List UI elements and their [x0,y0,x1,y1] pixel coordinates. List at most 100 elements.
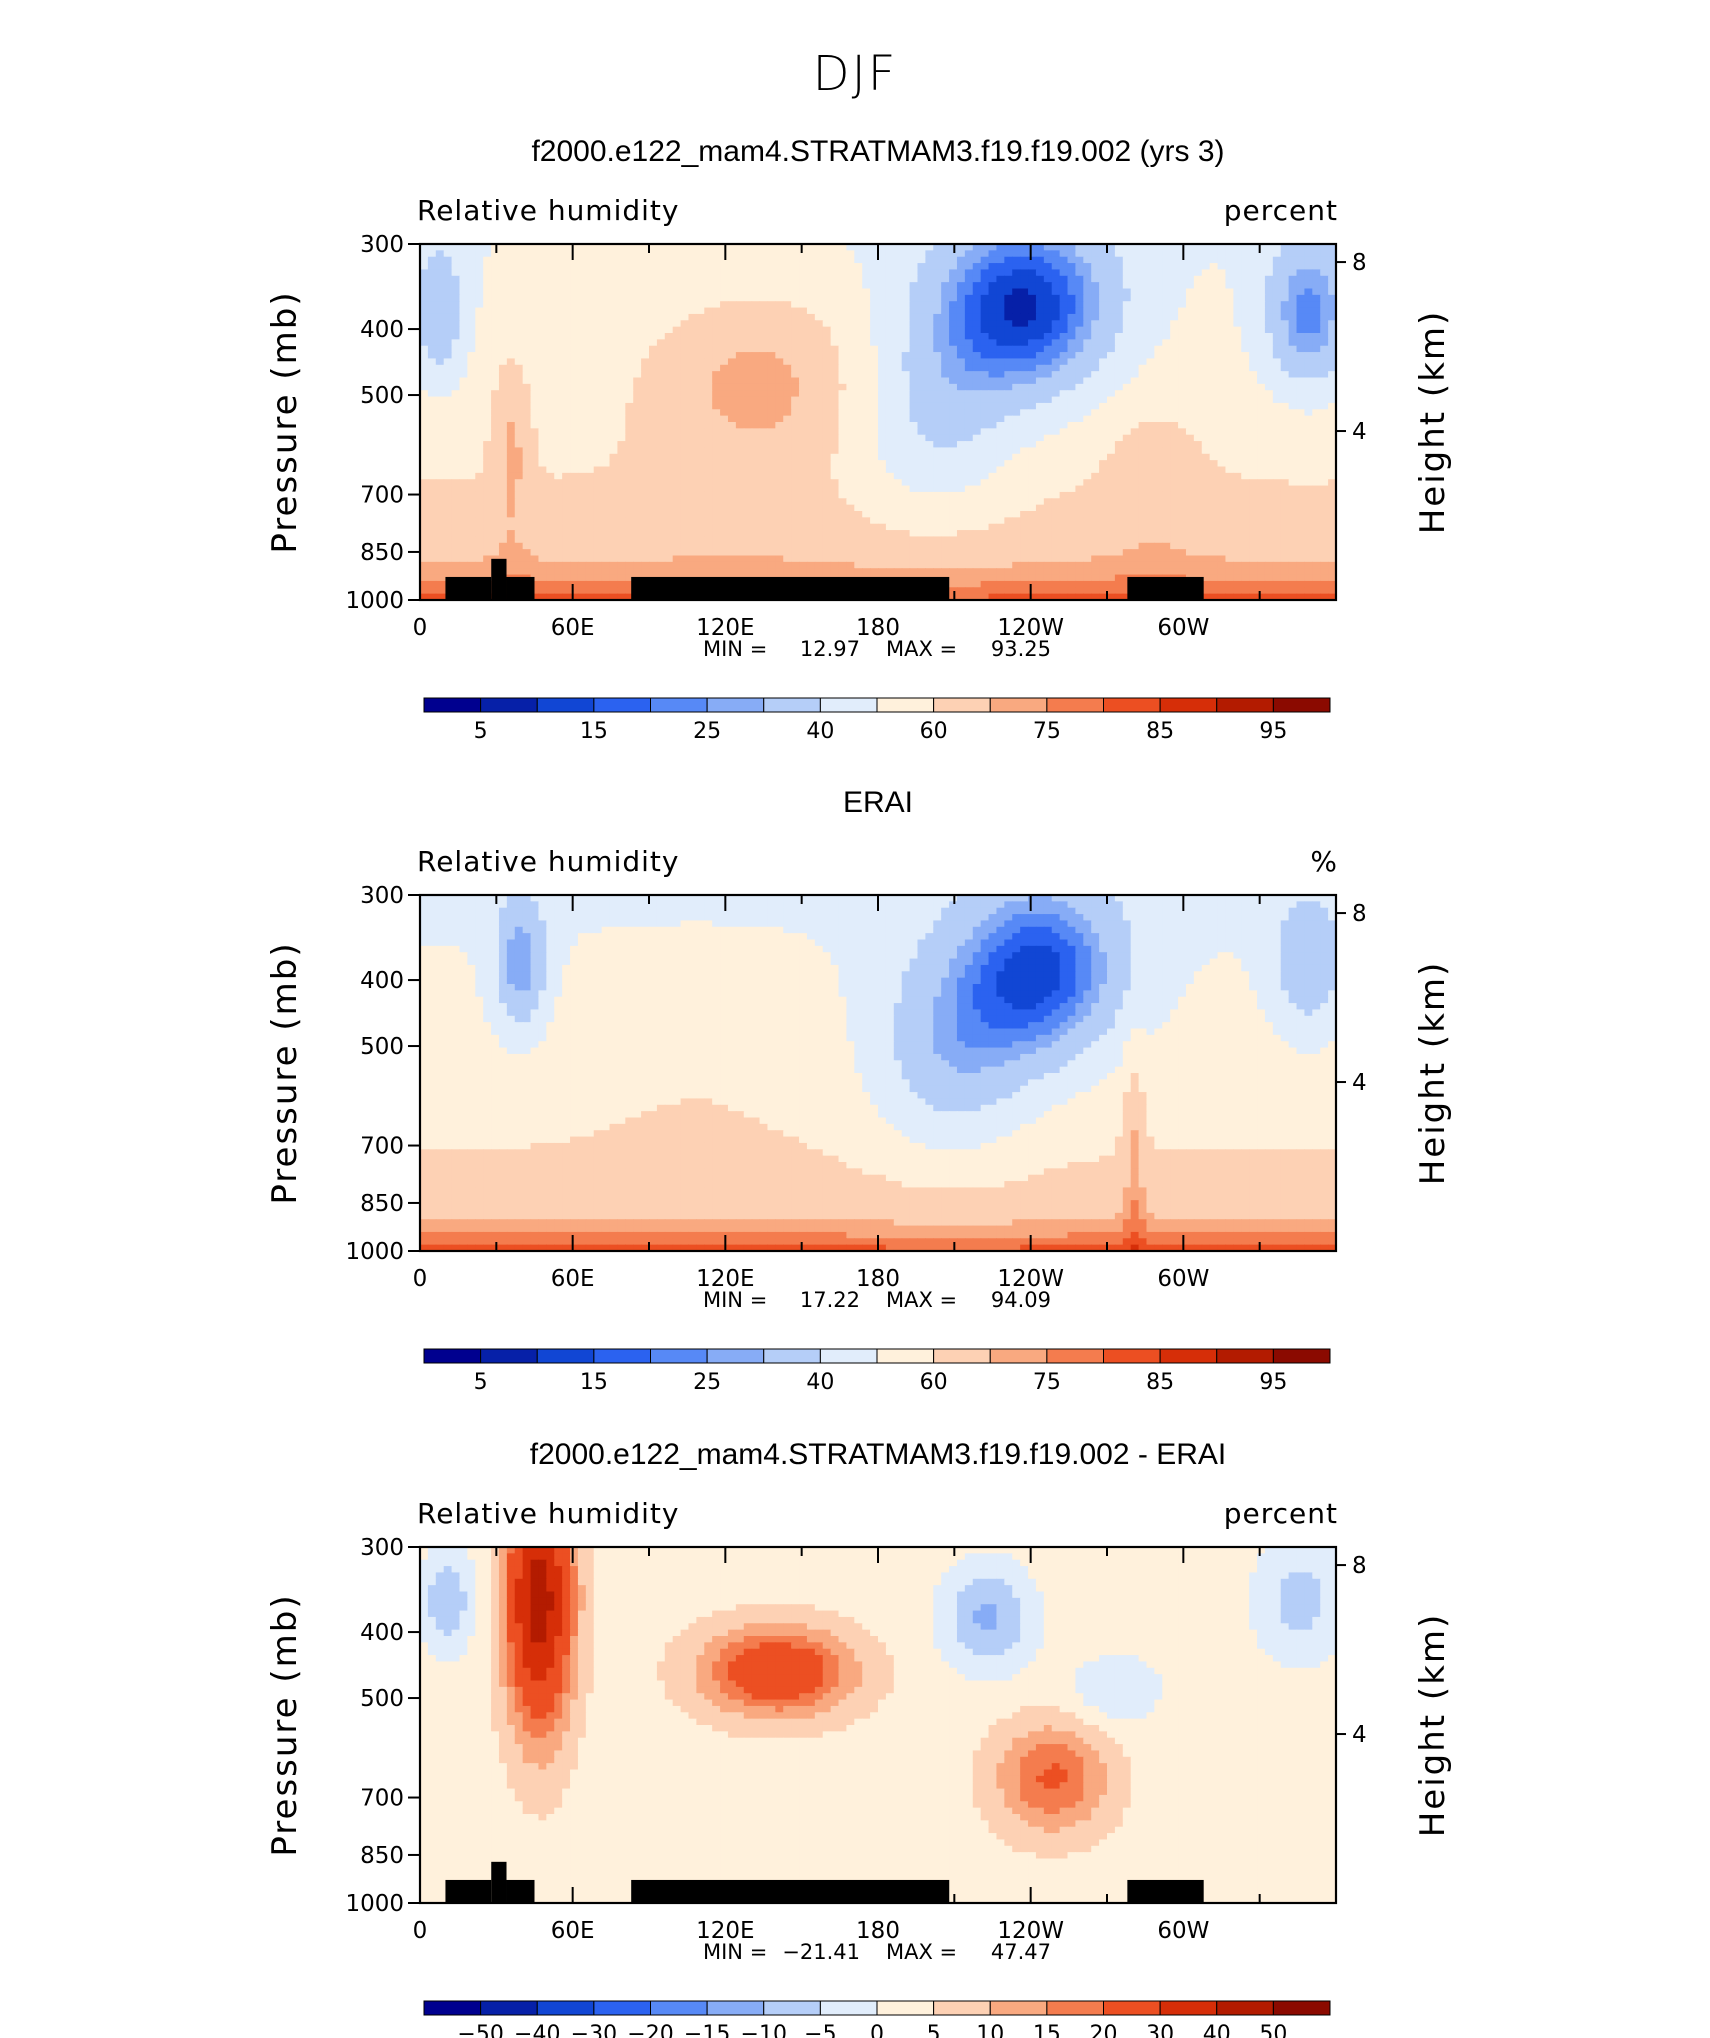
contour-cell [1114,345,1124,353]
contour-cell [1091,504,1100,512]
contour-cell [1035,307,1045,315]
contour-cell [1320,263,1329,271]
contour-cell [530,269,540,277]
contour-cell [1264,301,1274,309]
contour-cell [1107,326,1116,334]
contour-cell [585,479,595,487]
contour-cell [459,250,468,258]
contour-cell [1288,339,1298,347]
contour-cell [593,275,603,283]
contour-cell [1107,390,1116,398]
contour-cell [1083,409,1092,417]
contour-cell [720,402,729,410]
contour-cell [514,396,524,404]
contour-cell [1107,313,1116,321]
contour-cell [783,244,792,251]
contour-cell [1288,422,1298,429]
contour-cell [459,453,468,461]
contour-cell [854,472,863,480]
contour-cell [1028,256,1037,264]
contour-cell [870,333,879,340]
contour-cell [1170,294,1179,302]
contour-cell [1059,453,1069,461]
contour-cell [483,269,492,277]
contour-cell [791,313,800,321]
contour-cell [554,396,563,404]
contour-cell [1233,447,1242,455]
contour-cell [799,358,808,366]
contour-cell [1249,504,1258,512]
contour-cell [498,275,508,283]
contour-cell [1241,479,1250,487]
contour-cell [522,428,532,436]
contour-cell [696,358,705,366]
contour-cell [570,479,579,487]
contour-cell [483,491,492,499]
contour-cell [799,320,808,328]
contour-cell [1233,396,1242,404]
contour-cell [775,460,784,468]
contour-cell [799,460,808,468]
contour-cell [988,320,998,328]
contour-cell [1264,434,1274,442]
contour-cell [862,472,871,480]
contour-cell [1138,402,1148,410]
contour-cell [498,460,508,468]
contour-cell [1162,307,1171,315]
contour-cell [649,244,658,251]
contour-cell [1051,485,1061,493]
contour-cell [1083,326,1092,334]
contour-cell [1122,415,1132,423]
contour-cell [1035,364,1045,372]
contour-cell [696,345,705,353]
contour-cell [1012,434,1021,442]
contour-cell [570,326,579,334]
contour-cell [1035,269,1045,277]
contour-cell [491,358,500,366]
contour-cell [854,320,863,328]
contour-cell [783,263,792,271]
contour-cell [972,377,982,385]
contour-cell [593,409,603,417]
contour-cell [878,377,887,385]
contour-cell [1075,504,1084,512]
contour-cell [838,396,848,404]
contour-cell [1154,491,1163,499]
contour-cell [1020,479,1029,487]
contour-cell [1028,358,1037,366]
contour-cell [980,402,990,410]
contour-cell [656,453,666,461]
contour-cell [1043,472,1053,480]
contour-cell [609,441,619,449]
contour-cell [949,472,958,480]
contour-cell [443,428,453,436]
contour-cell [593,326,603,334]
contour-cell [1146,498,1155,506]
contour-cell [609,434,619,442]
contour-cell [435,517,445,525]
contour-cell [767,460,776,468]
contour-cell [1209,409,1219,417]
contour-cell [609,479,619,487]
contour-cell [1051,256,1061,264]
contour-cell [735,479,745,487]
contour-cell [996,313,1005,321]
contour-cell [743,396,753,404]
contour-cell [562,256,571,264]
contour-cell [1028,428,1037,436]
contour-cell [577,364,587,372]
contour-cell [838,358,848,366]
contour-cell [1304,511,1313,518]
contour-cell [1225,307,1234,315]
contour-cell [1225,491,1234,499]
contour-cell [641,326,650,334]
contour-cell [467,352,476,360]
contour-cell [1043,377,1053,385]
contour-cell [933,447,942,455]
contour-cell [609,358,619,366]
contour-cell [838,504,848,512]
contour-cell [1264,364,1274,372]
contour-cell [956,383,966,391]
contour-cell [878,294,887,302]
contour-cell [617,447,626,455]
